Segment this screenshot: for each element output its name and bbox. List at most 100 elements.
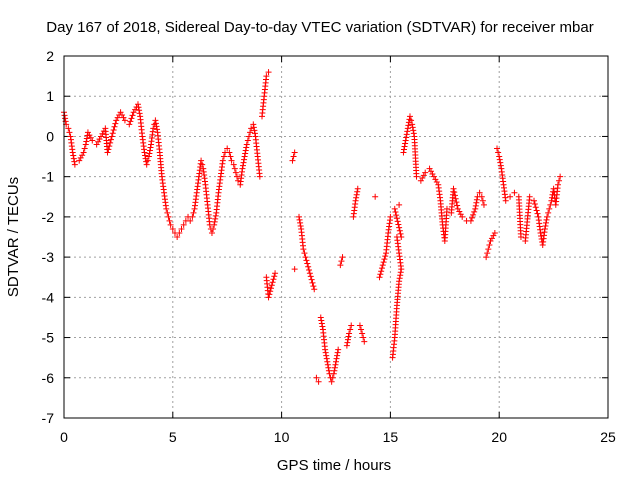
data-point bbox=[86, 132, 93, 139]
plot-area-frame bbox=[63, 55, 609, 419]
data-point bbox=[451, 192, 458, 199]
data-point bbox=[526, 193, 533, 200]
data-point bbox=[443, 205, 450, 212]
data-point bbox=[130, 109, 137, 116]
data-point bbox=[99, 130, 106, 137]
data-point bbox=[251, 127, 258, 134]
data-point bbox=[143, 161, 150, 168]
data-point bbox=[107, 139, 114, 146]
data-point bbox=[65, 125, 72, 132]
data-point bbox=[256, 173, 263, 180]
data-point bbox=[546, 205, 553, 212]
data-point bbox=[538, 232, 545, 239]
data-point bbox=[325, 364, 332, 371]
data-point bbox=[403, 131, 410, 138]
data-point bbox=[127, 118, 134, 125]
data-point bbox=[554, 181, 561, 188]
data-point bbox=[322, 346, 329, 353]
data-point bbox=[451, 189, 458, 196]
data-point bbox=[297, 222, 304, 229]
data-point bbox=[400, 149, 407, 156]
data-point bbox=[322, 349, 329, 356]
data-point bbox=[487, 238, 494, 245]
data-point bbox=[380, 259, 387, 266]
x-tick-label: 5 bbox=[169, 429, 177, 445]
data-point bbox=[377, 271, 384, 278]
data-point bbox=[180, 221, 187, 228]
data-point bbox=[544, 213, 551, 220]
data-point bbox=[333, 355, 340, 362]
data-point bbox=[291, 266, 298, 273]
data-point bbox=[396, 224, 403, 231]
data-point bbox=[507, 193, 514, 200]
data-point bbox=[402, 140, 409, 147]
data-point bbox=[81, 145, 88, 152]
data-point bbox=[271, 273, 278, 280]
data-point bbox=[452, 195, 459, 202]
data-point bbox=[337, 262, 344, 269]
data-point bbox=[319, 323, 326, 330]
data-point bbox=[332, 361, 339, 368]
data-point bbox=[333, 358, 339, 365]
data-point bbox=[409, 121, 416, 128]
data-point bbox=[135, 104, 142, 111]
data-point bbox=[324, 358, 331, 365]
data-point bbox=[344, 336, 351, 343]
y-axis-label: SDTVAR / TECUs bbox=[5, 177, 22, 297]
data-point bbox=[211, 218, 218, 225]
data-point bbox=[359, 330, 366, 337]
data-point bbox=[470, 211, 477, 218]
data-point bbox=[392, 208, 399, 215]
data-point bbox=[129, 112, 136, 119]
data-point bbox=[328, 378, 335, 385]
data-point bbox=[339, 254, 346, 261]
data-point bbox=[220, 153, 227, 160]
data-point bbox=[198, 157, 205, 164]
data-point bbox=[404, 125, 411, 132]
data-point bbox=[413, 173, 420, 180]
data-point bbox=[398, 234, 405, 240]
data-point bbox=[97, 133, 104, 140]
data-point bbox=[557, 173, 564, 180]
data-point bbox=[289, 157, 296, 164]
data-point bbox=[485, 246, 492, 253]
data-point bbox=[308, 276, 315, 283]
data-point bbox=[146, 147, 153, 154]
data-point bbox=[110, 127, 117, 134]
data-point bbox=[95, 138, 102, 145]
data-point bbox=[311, 286, 318, 293]
data-point bbox=[397, 230, 404, 237]
x-tick-label: 20 bbox=[491, 429, 507, 445]
data-point bbox=[497, 162, 504, 169]
data-point bbox=[396, 227, 403, 234]
data-point bbox=[491, 229, 498, 236]
data-point bbox=[534, 210, 541, 217]
data-point bbox=[354, 185, 361, 192]
data-point bbox=[542, 219, 549, 226]
data-point bbox=[211, 221, 218, 228]
data-point bbox=[376, 274, 383, 281]
data-point bbox=[165, 213, 172, 220]
data-point bbox=[410, 127, 417, 134]
data-point bbox=[338, 258, 345, 265]
data-point bbox=[484, 250, 491, 257]
data-point bbox=[307, 273, 314, 280]
data-point bbox=[356, 322, 363, 329]
data-point bbox=[167, 221, 174, 228]
data-point bbox=[396, 201, 403, 208]
data-point bbox=[331, 364, 338, 371]
data-point bbox=[169, 225, 176, 232]
data-point bbox=[450, 185, 457, 192]
data-point bbox=[396, 278, 403, 285]
data-point bbox=[317, 314, 324, 321]
data-point bbox=[296, 216, 303, 223]
data-point bbox=[232, 169, 239, 176]
data-point bbox=[496, 156, 503, 163]
data-point bbox=[136, 110, 143, 117]
data-point bbox=[227, 153, 234, 160]
data-point bbox=[152, 117, 159, 124]
data-point bbox=[89, 137, 96, 144]
data-point bbox=[467, 217, 474, 224]
data-point bbox=[212, 215, 219, 222]
data-point bbox=[69, 149, 76, 156]
